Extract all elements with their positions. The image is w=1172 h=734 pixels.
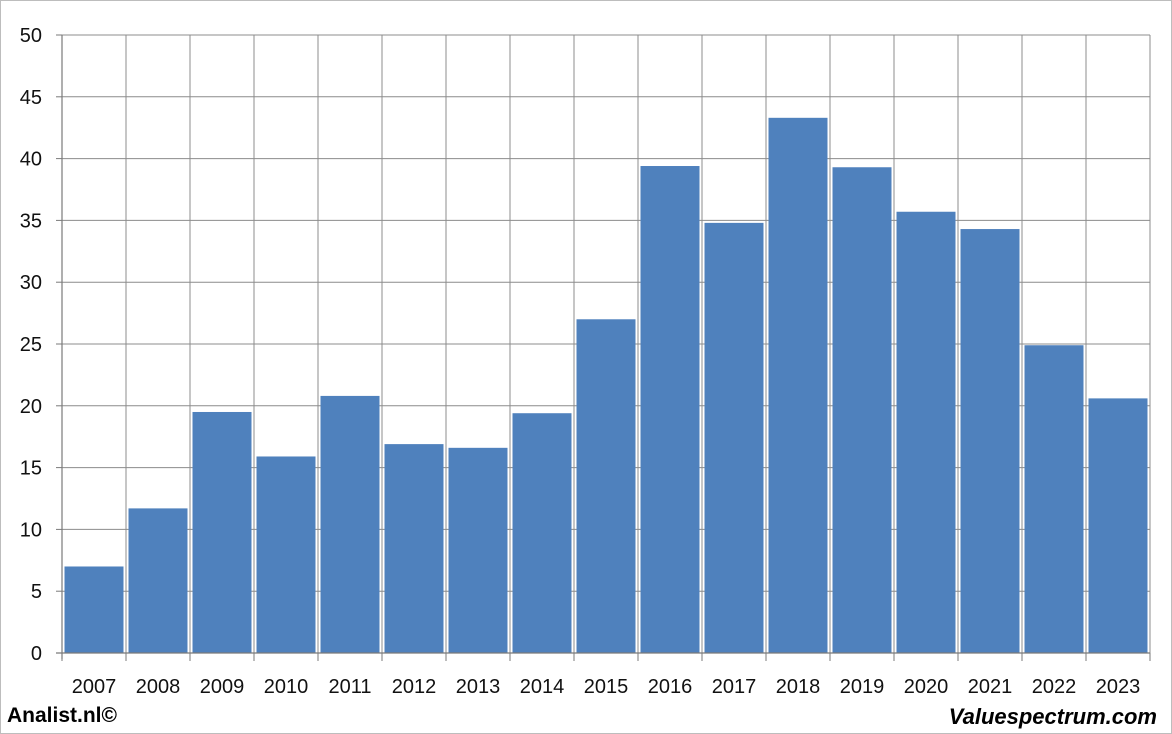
bar-2009 — [192, 411, 252, 653]
bar-2021 — [960, 229, 1020, 653]
x-tick-label: 2017 — [712, 676, 757, 698]
bar-2007 — [64, 566, 124, 653]
x-tick-label: 2022 — [1032, 676, 1077, 698]
bar-2013 — [448, 447, 508, 653]
bar-chart: 0 5 10 15 20 25 30 35 40 45 50 2007 2008 2009 2010 201… — [20, 25, 1151, 698]
bar-2014 — [512, 413, 572, 653]
y-tick-label: 5 — [31, 581, 42, 603]
x-axis-ticks: 2007 2008 2009 2010 2011 2012 2013 2014 2015 2016… — [72, 676, 1141, 698]
x-tick-label: 2012 — [392, 676, 437, 698]
bar-2023 — [1088, 398, 1148, 653]
x-tick-label: 2007 — [72, 676, 117, 698]
y-tick-label: 45 — [20, 87, 42, 109]
bar-2011 — [320, 395, 380, 653]
x-tick-label: 2008 — [136, 676, 181, 698]
x-tick-label: 2014 — [520, 676, 565, 698]
y-tick-label: 30 — [20, 272, 42, 294]
bar-2010 — [256, 456, 316, 653]
y-tick-label: 35 — [20, 210, 42, 232]
bar-2018 — [768, 117, 828, 653]
source-credit-left: Analist.nl© — [7, 704, 117, 727]
x-tick-label: 2015 — [584, 676, 629, 698]
y-tick-label: 40 — [20, 149, 42, 171]
source-credit-right: Valuespectrum.com — [948, 704, 1157, 729]
bar-2015 — [576, 319, 636, 653]
y-tick-label: 15 — [20, 458, 42, 480]
x-tick-label: 2009 — [200, 676, 245, 698]
x-tick-label: 2021 — [968, 676, 1013, 698]
grid-lines — [61, 34, 1151, 653]
bars — [64, 117, 1148, 654]
y-tick-label: 20 — [20, 396, 42, 418]
bar-2016 — [640, 166, 700, 654]
y-tick-label: 10 — [20, 519, 42, 541]
bar-2017 — [704, 222, 764, 653]
x-tick-label: 2016 — [648, 676, 693, 698]
y-tick-label: 50 — [20, 25, 42, 47]
x-tick-label: 2013 — [456, 676, 501, 698]
bar-2008 — [128, 508, 188, 653]
bar-2020 — [896, 211, 956, 654]
y-tick-label: 25 — [20, 334, 42, 356]
bar-2022 — [1024, 345, 1084, 653]
y-tick-label: 0 — [31, 643, 42, 665]
bar-2019 — [832, 167, 892, 653]
x-tick-label: 2010 — [264, 676, 309, 698]
x-tick-label: 2019 — [840, 676, 885, 698]
x-tick-label: 2023 — [1096, 676, 1141, 698]
x-tick-label: 2011 — [328, 676, 371, 698]
x-tick-label: 2018 — [776, 676, 821, 698]
bar-2012 — [384, 444, 444, 653]
x-tick-label: 2020 — [904, 676, 949, 698]
axes — [56, 34, 1151, 661]
y-axis-ticks: 0 5 10 15 20 25 30 35 40 45 50 — [20, 25, 42, 665]
